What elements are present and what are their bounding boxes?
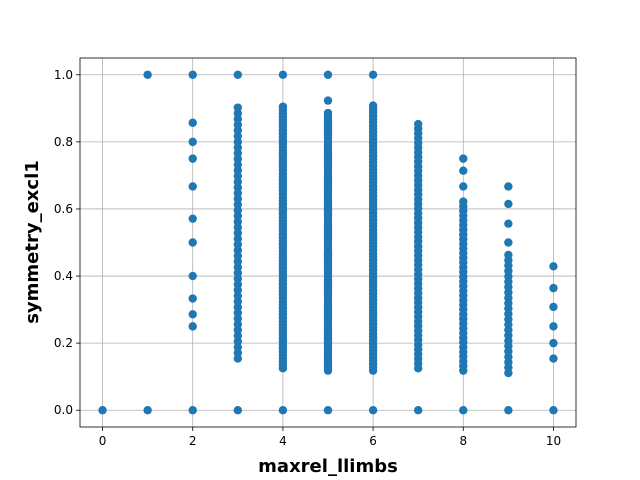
data-point <box>143 70 152 79</box>
y-tick-label: 1.0 <box>54 68 73 82</box>
data-point <box>459 166 468 175</box>
data-point <box>459 182 468 191</box>
data-point <box>188 238 197 247</box>
data-point <box>504 238 513 247</box>
data-point <box>368 101 378 110</box>
data-point <box>323 96 333 105</box>
data-point <box>549 354 558 363</box>
data-point <box>188 137 197 147</box>
y-axis-label: symmetry_excl1 <box>22 160 43 324</box>
data-point <box>504 199 513 209</box>
data-point <box>233 103 243 112</box>
x-axis-label: maxrel_llimbs <box>258 456 398 477</box>
data-point <box>504 219 513 228</box>
data-point <box>323 406 333 415</box>
data-point <box>504 406 513 415</box>
data-point <box>188 182 197 191</box>
data-point <box>278 70 288 79</box>
data-point <box>504 250 513 260</box>
data-point <box>323 70 333 79</box>
x-tick-label: 0 <box>99 434 107 448</box>
data-point <box>549 406 558 415</box>
data-point <box>143 406 152 415</box>
y-tick-label: 0.4 <box>54 269 73 283</box>
data-point <box>188 322 197 331</box>
data-point <box>98 406 107 415</box>
y-tick-label: 0.2 <box>54 336 73 350</box>
data-point <box>188 271 197 281</box>
data-point <box>188 214 197 223</box>
x-tick-label: 4 <box>279 434 287 448</box>
data-point <box>188 154 197 163</box>
data-point <box>549 262 558 271</box>
x-tick-label: 6 <box>369 434 377 448</box>
data-point <box>504 182 513 191</box>
y-tick-label: 0.0 <box>54 403 73 417</box>
data-point <box>413 119 423 129</box>
data-point <box>549 338 558 348</box>
data-point <box>459 406 468 415</box>
data-point <box>368 70 378 79</box>
data-point <box>233 406 243 415</box>
data-points <box>98 70 558 415</box>
data-point <box>188 118 197 127</box>
data-point <box>413 406 423 415</box>
x-axis-ticks: 0 2 4 6 8 10 <box>99 427 561 448</box>
plot-frame <box>79 57 577 428</box>
y-tick-label: 0.6 <box>54 202 73 216</box>
data-point <box>188 294 197 303</box>
data-point <box>459 154 468 163</box>
y-axis-ticks: 0.0 0.2 0.4 0.6 0.8 1.0 <box>54 68 80 417</box>
data-point <box>188 70 197 79</box>
data-point <box>549 283 558 293</box>
data-point <box>233 70 243 79</box>
x-tick-label: 2 <box>189 434 197 448</box>
data-point <box>323 108 333 118</box>
data-point <box>549 302 558 312</box>
data-point <box>188 310 197 319</box>
data-point <box>278 102 288 111</box>
data-point <box>368 406 378 415</box>
data-point <box>188 406 197 415</box>
x-tick-label: 8 <box>459 434 467 448</box>
data-point <box>549 322 558 331</box>
data-point <box>459 197 468 206</box>
y-tick-label: 0.8 <box>54 135 73 149</box>
data-point <box>278 406 288 415</box>
x-tick-label: 10 <box>546 434 561 448</box>
